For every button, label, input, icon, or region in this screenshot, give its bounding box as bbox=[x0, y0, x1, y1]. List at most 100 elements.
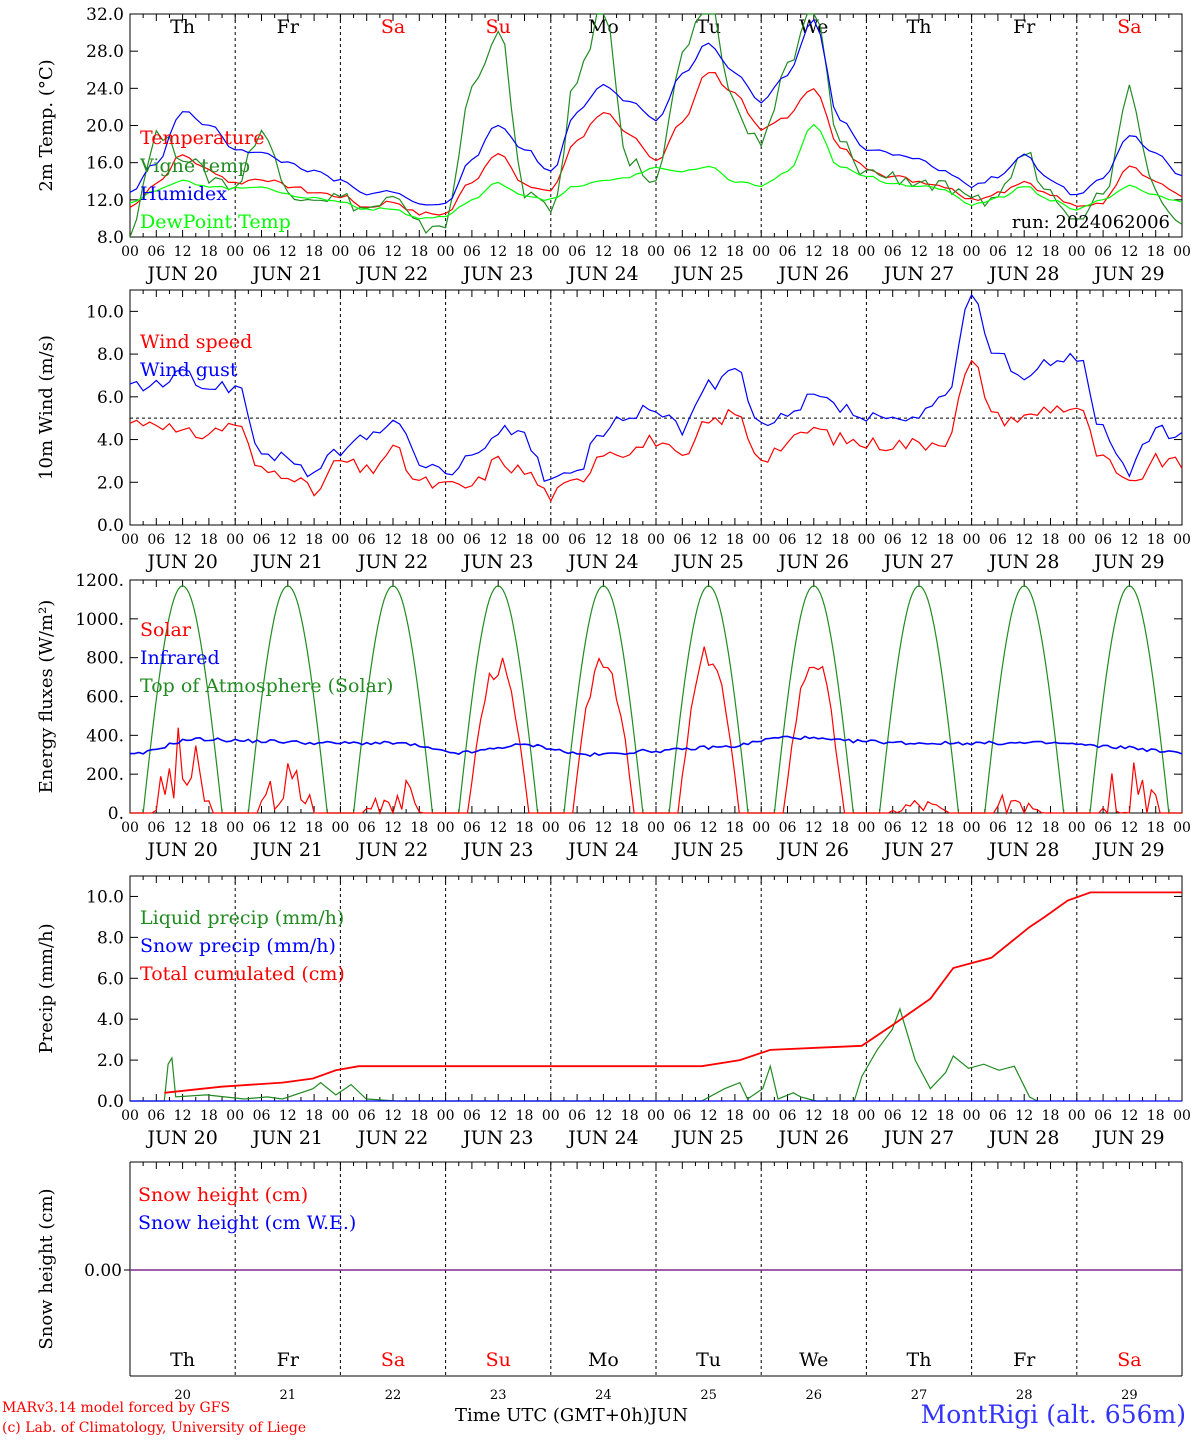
x-hour-label: 06 bbox=[358, 820, 376, 836]
x-hour-label: 06 bbox=[1094, 532, 1112, 548]
x-date-label: JUN 25 bbox=[671, 1127, 743, 1149]
x-axis-title-month: JUN bbox=[649, 1405, 689, 1426]
y-tick-label: 200. bbox=[86, 765, 124, 785]
x-hour-label: 06 bbox=[1094, 1108, 1112, 1124]
x-date-label: JUN 28 bbox=[987, 551, 1059, 573]
x-hour-label: 18 bbox=[936, 820, 954, 836]
weekday-label: Mo bbox=[588, 1349, 619, 1371]
x-hour-label: 12 bbox=[594, 244, 612, 260]
x-hour-label: 12 bbox=[384, 244, 402, 260]
x-date-label: JUN 26 bbox=[777, 839, 849, 861]
x-hour-label: 06 bbox=[673, 244, 691, 260]
y-tick-label: 0.0 bbox=[97, 1092, 124, 1112]
x-hour-label: 12 bbox=[700, 1108, 718, 1124]
x-hour-label: 18 bbox=[516, 244, 534, 260]
y-axis-label: 10m Wind (m/s) bbox=[36, 335, 57, 480]
x-hour-label: 06 bbox=[253, 532, 271, 548]
x-hour-label: 00 bbox=[647, 532, 665, 548]
x-hour-label: 00 bbox=[121, 532, 139, 548]
x-hour-label: 00 bbox=[437, 820, 455, 836]
legend-entry: Solar bbox=[140, 619, 192, 641]
x-hour-label: 12 bbox=[1015, 244, 1033, 260]
x-hour-label: 18 bbox=[1042, 820, 1060, 836]
x-date-label: JUN 29 bbox=[1092, 263, 1164, 285]
x-hour-label: 00 bbox=[963, 244, 981, 260]
x-hour-label: 06 bbox=[568, 244, 586, 260]
x-hour-label: 12 bbox=[174, 532, 192, 548]
x-date-label: JUN 21 bbox=[251, 839, 323, 861]
x-hour-label: 06 bbox=[989, 1108, 1007, 1124]
x-hour-label: 06 bbox=[358, 532, 376, 548]
x-hour-label: 12 bbox=[174, 1108, 192, 1124]
x-hour-label: 06 bbox=[673, 820, 691, 836]
y-tick-label: 1000. bbox=[75, 610, 124, 630]
legend-entry: Vigne temp bbox=[139, 155, 250, 177]
series-line-temperature bbox=[129, 71, 1183, 216]
x-hour-label: 00 bbox=[647, 244, 665, 260]
y-tick-label: 4.0 bbox=[97, 431, 124, 451]
x-hour-label: 18 bbox=[1042, 532, 1060, 548]
x-hour-label: 00 bbox=[857, 244, 875, 260]
x-hour-label: 00 bbox=[542, 244, 560, 260]
series-line-dewpoint-temp bbox=[129, 123, 1183, 220]
x-hour-label: 00 bbox=[963, 820, 981, 836]
y-tick-label: 4.0 bbox=[97, 1010, 124, 1030]
panel-frame-0 bbox=[129, 13, 1183, 238]
x-hour-label: 18 bbox=[516, 1108, 534, 1124]
weekday-label: Sa bbox=[1117, 1349, 1141, 1371]
x-hour-label: 00 bbox=[857, 820, 875, 836]
series-line-humidex bbox=[129, 18, 1183, 206]
x-hour-label: 12 bbox=[805, 1108, 823, 1124]
x-hour-label: 18 bbox=[726, 820, 744, 836]
x-hour-label: 06 bbox=[884, 244, 902, 260]
x-hour-label: 00 bbox=[1068, 820, 1086, 836]
x-hour-label: 18 bbox=[410, 244, 428, 260]
x-hour-label: 18 bbox=[831, 1108, 849, 1124]
x-day-number: 29 bbox=[1121, 1388, 1138, 1403]
x-hour-label: 06 bbox=[253, 244, 271, 260]
x-hour-label: 12 bbox=[1120, 244, 1138, 260]
x-day-number: 25 bbox=[700, 1388, 717, 1403]
x-hour-label: 12 bbox=[594, 532, 612, 548]
x-hour-label: 06 bbox=[463, 1108, 481, 1124]
legend-entry: Total cumulated (cm) bbox=[140, 963, 345, 985]
x-hour-label: 06 bbox=[463, 244, 481, 260]
x-hour-label: 18 bbox=[200, 1108, 218, 1124]
y-tick-label: 400. bbox=[86, 726, 124, 746]
legend-entry: Snow precip (mm/h) bbox=[140, 935, 336, 957]
weekday-label: Th bbox=[907, 1349, 932, 1371]
y-tick-label: 12.0 bbox=[86, 191, 124, 211]
x-hour-label: 00 bbox=[752, 244, 770, 260]
y-tick-label: 1200. bbox=[75, 571, 124, 591]
y-tick-label: 8.0 bbox=[97, 928, 124, 948]
x-hour-label: 06 bbox=[147, 244, 165, 260]
station-name: MontRigi (alt. 656m) bbox=[920, 1400, 1186, 1429]
x-hour-label: 06 bbox=[989, 820, 1007, 836]
x-hour-label: 12 bbox=[489, 1108, 507, 1124]
x-hour-label: 00 bbox=[226, 532, 244, 548]
series-line-vigne-temp bbox=[129, 13, 1183, 238]
x-hour-label: 12 bbox=[805, 820, 823, 836]
x-hour-label: 18 bbox=[831, 244, 849, 260]
x-hour-label: 12 bbox=[384, 820, 402, 836]
x-hour-label: 00 bbox=[121, 820, 139, 836]
x-hour-label: 00 bbox=[752, 532, 770, 548]
x-hour-label: 18 bbox=[936, 532, 954, 548]
x-hour-label: 00 bbox=[647, 820, 665, 836]
x-hour-label: 00 bbox=[1068, 244, 1086, 260]
weekday-label: Fr bbox=[1013, 1349, 1036, 1371]
x-hour-label: 18 bbox=[621, 1108, 639, 1124]
x-hour-label: 06 bbox=[779, 1108, 797, 1124]
x-hour-label: 18 bbox=[1147, 244, 1165, 260]
x-hour-label: 00 bbox=[437, 244, 455, 260]
x-date-label: JUN 26 bbox=[777, 1127, 849, 1149]
legend-entry: Wind gust bbox=[140, 359, 238, 381]
y-tick-label: 8.0 bbox=[97, 228, 124, 248]
x-hour-label: 18 bbox=[1042, 244, 1060, 260]
y-tick-label: 0.0 bbox=[97, 516, 124, 536]
x-day-number: 21 bbox=[280, 1388, 297, 1403]
x-hour-label: 00 bbox=[331, 532, 349, 548]
x-axis-title-text: Time UTC (GMT+0h) bbox=[455, 1405, 650, 1426]
weekday-label: Su bbox=[486, 16, 511, 38]
weekday-label: We bbox=[799, 1349, 828, 1371]
